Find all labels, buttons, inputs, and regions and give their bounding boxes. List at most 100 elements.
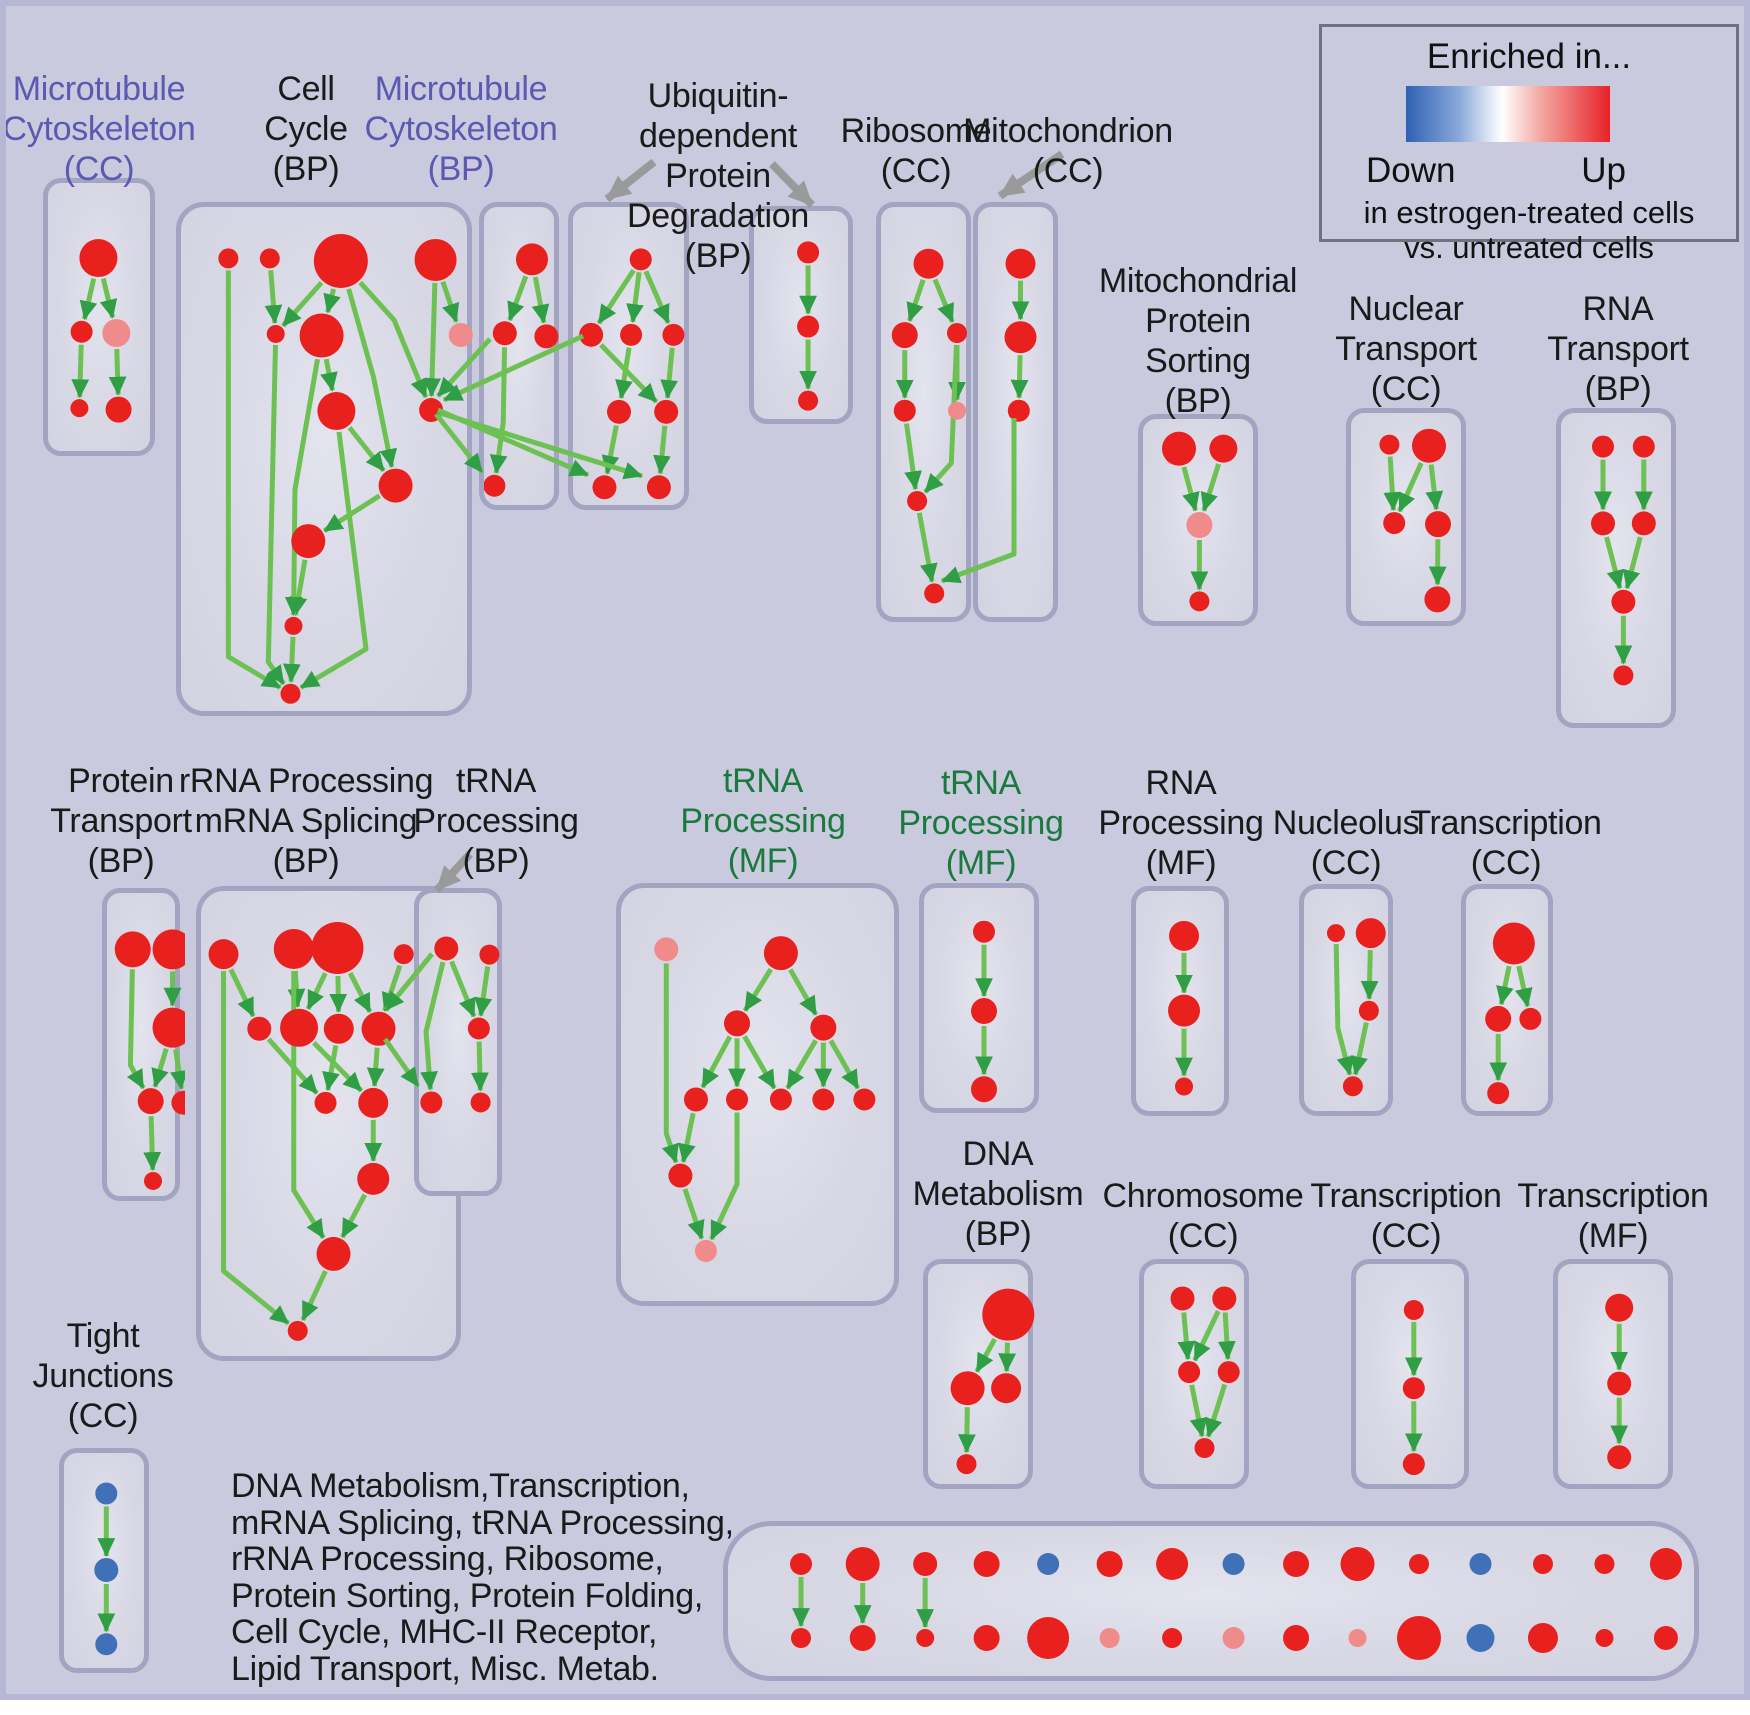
edge-chromosome-c2-c4 (1217, 1312, 1236, 1361)
microtubule-cc-node-a1 (79, 239, 118, 278)
cell-cycle-label: Cell Cycle (BP) (264, 69, 348, 189)
mito-sorting-label-line: Protein (1145, 302, 1251, 340)
ubiquitin2-node-v2 (797, 315, 820, 338)
nuclear-transport-node-n5 (1424, 586, 1451, 613)
edge-cell-cycle-b6-b12 (284, 358, 320, 616)
trna-mf-small-label: tRNA Processing (MF) (898, 763, 1064, 883)
edge-microtubule-bp-m1-m2 (507, 275, 529, 322)
rrna-mrna-node-q1 (208, 939, 239, 970)
edge-cell-cycle-b4-b7 (440, 280, 460, 323)
misc-group-node-k14b (1595, 1629, 1614, 1647)
trna-mf-main-node-g3 (724, 1010, 751, 1037)
ubiquitin-node-u3 (620, 323, 643, 346)
rna-transport-node-t2 (1632, 435, 1655, 458)
edge-trna-mf-main-g1-g10 (661, 963, 679, 1164)
edge-cell-cycle-b10-b11 (322, 493, 381, 534)
misc-group-node-k8t (1222, 1553, 1245, 1575)
tight-junctions-label-line: Tight (66, 1317, 140, 1355)
misc-group-node-k7t (1156, 1548, 1189, 1580)
misc-group-node-k13t (1532, 1554, 1553, 1574)
microtubule-bp-label-line: (BP) (427, 150, 495, 188)
rrna-mrna-node-q9 (314, 1091, 337, 1114)
misc-group-node-k1b (791, 1628, 812, 1648)
microtubule-bp-label-line: Microtubule (374, 70, 548, 108)
nuclear-transport-node-n4 (1425, 511, 1451, 538)
rrna-mrna-node-q12 (316, 1236, 351, 1271)
transcription-cc-mid-box (1461, 884, 1553, 1116)
tight-junctions-label-line: Junctions (32, 1357, 174, 1395)
rrna-mrna-label-line: rRNA Processing (178, 762, 434, 800)
edge-nuclear-transport-n2-n3 (1397, 462, 1424, 513)
ubiquitin-node-u2 (579, 322, 604, 347)
ubiquitin2-node-v1 (797, 241, 820, 264)
edge-trna-mf-main-g6-g11 (709, 1112, 740, 1241)
rrna-mrna-label-line: mRNA Splicing (194, 802, 418, 840)
edge-trna-mf-main-g4-g9 (828, 1039, 861, 1090)
misc-group-node-k9b (1283, 1625, 1310, 1651)
rna-transport-label-line: RNA (1582, 290, 1654, 328)
edge-trna-mf-main-g4-g7 (785, 1039, 818, 1090)
mito-sorting-label: Mitochondrial Protein Sorting (BP) (1099, 261, 1298, 421)
edge-rrna-mrna-q1-q13 (221, 971, 290, 1326)
dna-metabolism-label-line: (BP) (964, 1215, 1032, 1253)
mito-sorting-node-p3 (1186, 512, 1213, 538)
transcription-cc-bot-label-line: (CC) (1370, 1217, 1442, 1255)
ribosome-node-r1 (913, 248, 944, 279)
trna-mf-main-node-g10 (668, 1163, 693, 1188)
rrna-mrna-label: rRNA Processing mRNA Splicing (BP) (178, 761, 434, 881)
edge-trna-mf-main-g2-g4 (788, 968, 819, 1016)
microtubule-bp-label: Microtubule Cytoskeleton (BP) (365, 69, 558, 189)
edge-cell-cycle-b6-b8 (320, 358, 338, 392)
rna-transport-node-t1 (1592, 435, 1614, 458)
dna-metabolism-label: DNA Metabolism (BP) (913, 1134, 1084, 1254)
transcription-mf-label-line: Transcription (1517, 1177, 1709, 1215)
protein-transport-node-pt6 (144, 1171, 163, 1190)
ribosome-node-r7 (924, 583, 945, 604)
transcription-cc-bot-box (1351, 1259, 1469, 1489)
rrna-mrna-node-q2 (273, 928, 314, 969)
trna-bp-label-line: tRNA (455, 762, 537, 800)
trna-mf-main-node-g5 (683, 1087, 708, 1112)
chromosome-label-line: (CC) (1167, 1217, 1239, 1255)
rrna-mrna-label-line: (BP) (272, 842, 340, 880)
trna-bp-label-line: Processing (413, 802, 579, 840)
protein-transport-box (102, 888, 185, 1201)
rna-processing-mf-label-line: Processing (1098, 804, 1264, 842)
edge-mito-sorting-p1-p3 (1181, 466, 1200, 512)
trna-mf-main-node-g8 (812, 1088, 835, 1111)
tight-junctions-label: Tight Junctions (CC) (33, 1316, 174, 1436)
edge-cell-cycle-b4-b9 (423, 282, 441, 398)
transcription-cc-mid-label-line: (CC) (1470, 844, 1542, 882)
edge-trna-bp-w2-w3 (474, 966, 493, 1017)
trna-bp-label-line: (BP) (462, 842, 530, 880)
misc-group-node-k7b (1162, 1628, 1183, 1648)
mito-sorting-label-line: Sorting (1145, 342, 1251, 380)
nuclear-transport-node-n1 (1379, 434, 1400, 455)
edge-nuclear-transport-n1-n3 (1383, 456, 1402, 512)
protein-transport-node-pt2 (152, 929, 185, 970)
microtubule-cc-label-line: (CC) (63, 150, 135, 188)
transcription-mf-node-z3 (1607, 1445, 1632, 1470)
trna-mf-main-label: tRNA Processing (MF) (680, 761, 846, 881)
edge-ribosome-r1-r2 (906, 279, 926, 322)
rna-processing-mf-label-line: (MF) (1145, 844, 1217, 882)
dna-metabolism-node-d2 (950, 1371, 985, 1406)
cell-cycle-node-b5 (266, 324, 285, 343)
legend: Enriched in... Down Up in estrogen-treat… (1319, 24, 1739, 265)
cell-cycle-node-b12 (284, 616, 303, 635)
edge-ubiquitin-u3-u5 (615, 347, 633, 400)
nuclear-transport-node-n2 (1412, 428, 1446, 463)
rna-processing-mf-box (1131, 886, 1229, 1116)
rna-transport-box (1556, 408, 1676, 728)
ribosome-label: Ribosome (CC) (841, 111, 992, 191)
edge-rrna-mrna-q3-q6 (305, 972, 328, 1010)
tight-junctions-label-line: (CC) (67, 1397, 139, 1435)
trna-bp-label: tRNA Processing (BP) (413, 761, 579, 881)
edge-chromosome-c2-c3 (1192, 1310, 1221, 1362)
edge-ubiquitin-u2-u6 (599, 343, 659, 404)
edge-rna-transport-t3-t5 (1604, 536, 1625, 590)
transcription-mf-node-z1 (1605, 1293, 1634, 1322)
misc-group-node-k5b (1027, 1617, 1070, 1659)
edge-chromosome-c1-c3 (1177, 1312, 1196, 1361)
chromosome-label-line: Chromosome (1102, 1177, 1304, 1215)
